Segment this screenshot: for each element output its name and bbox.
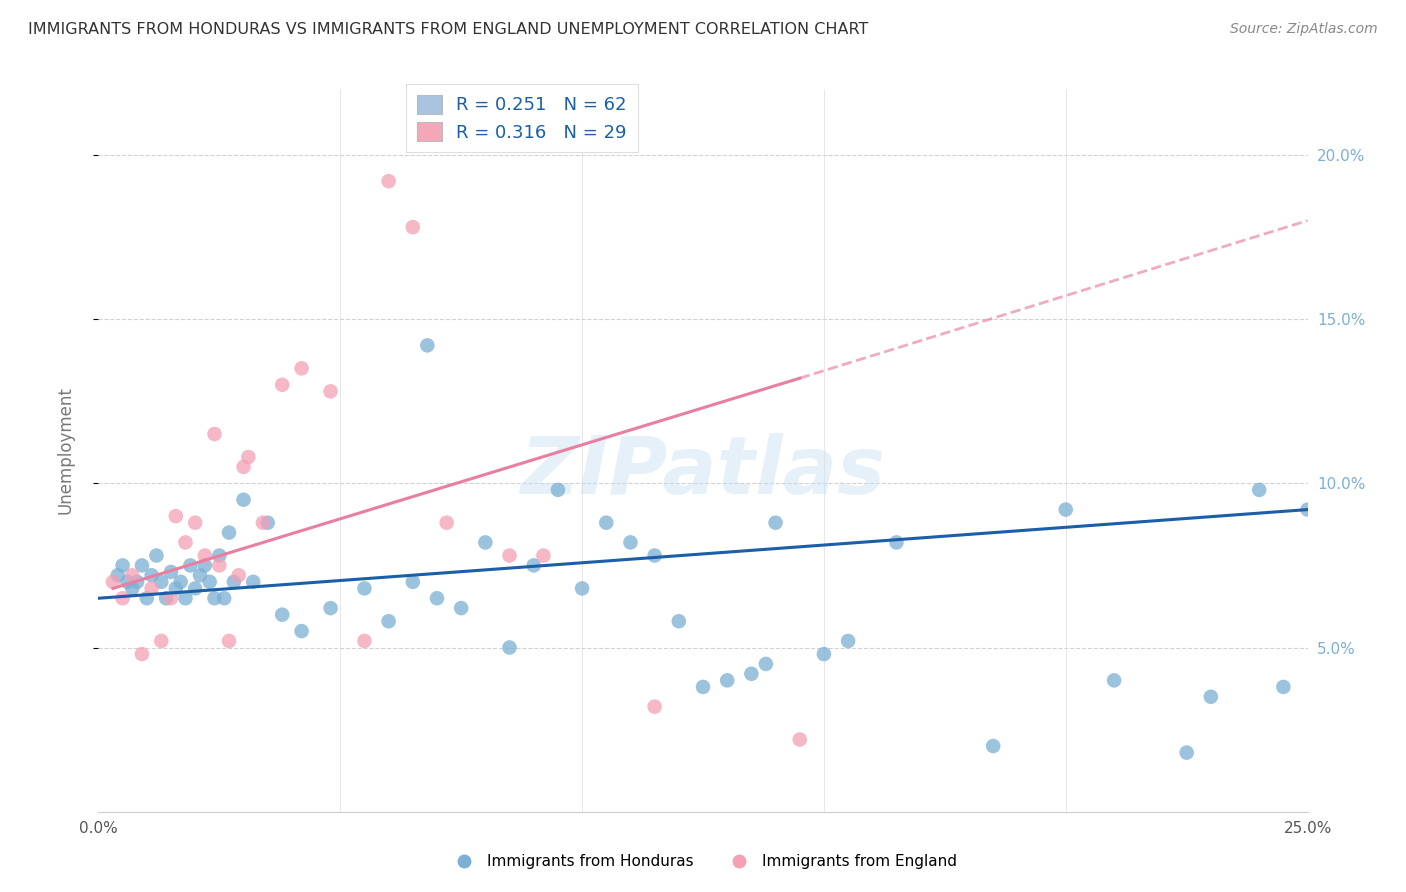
Text: ZIPatlas: ZIPatlas (520, 434, 886, 511)
Point (179, 558, 201, 573)
Point (141, 568, 163, 582)
Point (755, 657, 778, 671)
Y-axis label: Unemployment: Unemployment (56, 386, 75, 515)
Point (668, 614, 690, 628)
Point (547, 483, 569, 497)
Point (169, 574, 191, 589)
Point (121, 568, 143, 582)
Point (981, 739, 1004, 753)
Point (212, 591, 235, 606)
Point (111, 558, 134, 573)
Point (218, 634, 240, 648)
Point (204, 591, 226, 606)
Point (256, 516, 278, 530)
Point (813, 647, 835, 661)
Point (238, 450, 260, 464)
Point (208, 549, 231, 563)
Point (131, 647, 153, 661)
Text: IMMIGRANTS FROM HONDURAS VS IMMIGRANTS FROM ENGLAND UNEMPLOYMENT CORRELATION CHA: IMMIGRANTS FROM HONDURAS VS IMMIGRANTS F… (28, 22, 869, 37)
Point (402, 220, 425, 235)
Point (107, 568, 129, 582)
Point (1199, 690, 1222, 704)
Point (290, 624, 312, 639)
Point (498, 640, 520, 655)
Point (377, 614, 399, 628)
Point (837, 634, 859, 648)
Point (204, 427, 226, 442)
Point (571, 582, 593, 596)
Point (789, 732, 811, 747)
Point (531, 549, 554, 563)
Point (644, 549, 666, 563)
Point (1249, 483, 1271, 497)
Legend: R = 0.251   N = 62, R = 0.316   N = 29: R = 0.251 N = 62, R = 0.316 N = 29 (406, 84, 637, 153)
Legend: Immigrants from Honduras, Immigrants from England: Immigrants from Honduras, Immigrants fro… (443, 848, 963, 875)
Point (426, 591, 449, 606)
Point (127, 574, 149, 589)
Point (319, 601, 342, 615)
Text: Source: ZipAtlas.com: Source: ZipAtlas.com (1230, 22, 1378, 37)
Point (644, 699, 666, 714)
Point (353, 582, 375, 596)
Point (117, 574, 139, 589)
Point (141, 582, 163, 596)
Point (353, 634, 375, 648)
Point (165, 582, 187, 596)
Point (692, 680, 714, 694)
Point (232, 459, 254, 474)
Point (765, 516, 787, 530)
Point (188, 568, 211, 582)
Point (101, 574, 124, 589)
Point (150, 634, 173, 648)
Point (155, 591, 177, 606)
Point (145, 549, 167, 563)
Point (523, 558, 546, 573)
Point (150, 574, 173, 589)
Point (228, 568, 250, 582)
Point (1102, 673, 1125, 688)
Point (184, 582, 207, 596)
Point (135, 591, 157, 606)
Point (194, 558, 217, 573)
Point (271, 377, 294, 392)
Point (377, 174, 399, 188)
Point (1296, 502, 1319, 516)
Point (232, 492, 254, 507)
Point (184, 516, 207, 530)
Point (111, 591, 134, 606)
Point (436, 516, 458, 530)
Point (1054, 502, 1077, 516)
Point (450, 601, 472, 615)
Point (165, 509, 187, 524)
Point (160, 591, 183, 606)
Point (474, 535, 496, 549)
Point (740, 666, 762, 681)
Point (174, 535, 197, 549)
Point (498, 549, 520, 563)
Point (319, 384, 342, 399)
Point (416, 338, 439, 352)
Point (1175, 746, 1198, 760)
Point (886, 535, 908, 549)
Point (218, 525, 240, 540)
Point (194, 549, 217, 563)
Point (160, 565, 183, 579)
Point (252, 516, 274, 530)
Point (271, 607, 294, 622)
Point (242, 574, 264, 589)
Point (222, 574, 245, 589)
Point (716, 673, 738, 688)
Point (1272, 680, 1295, 694)
Point (619, 535, 641, 549)
Point (131, 558, 153, 573)
Point (208, 558, 231, 573)
Point (198, 574, 221, 589)
Point (402, 574, 425, 589)
Point (121, 582, 143, 596)
Point (174, 591, 197, 606)
Point (290, 361, 312, 376)
Point (595, 516, 617, 530)
